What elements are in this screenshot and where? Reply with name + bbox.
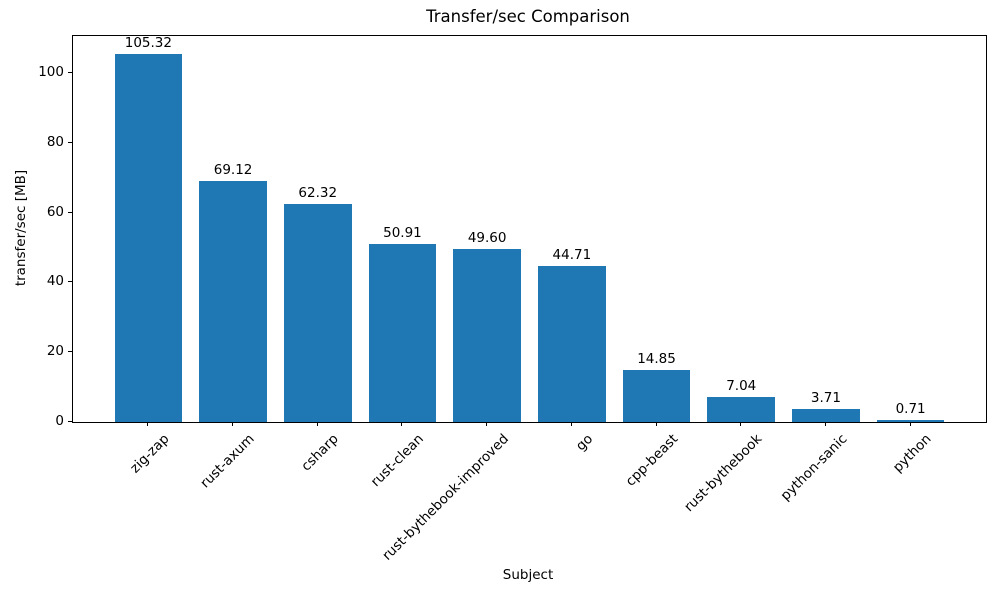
bar-rust-clean — [368, 244, 437, 422]
chart-title: Transfer/sec Comparison — [426, 7, 630, 26]
x-tick-label: rust-clean — [367, 431, 427, 491]
y-tick-label: 100 — [38, 63, 64, 80]
y-tick-label: 60 — [46, 203, 64, 220]
bar-cpp-beast — [622, 370, 691, 422]
bar-value-label: 7.04 — [726, 378, 757, 395]
x-tick-mark — [655, 422, 657, 426]
x-tick-label: go — [572, 431, 597, 455]
bar-zig-zap — [114, 54, 183, 422]
bar-python — [876, 419, 945, 422]
x-tick-mark — [909, 422, 911, 426]
x-tick-label: python — [890, 431, 935, 476]
bar-value-label: 69.12 — [213, 161, 253, 178]
bar-value-label: 0.71 — [895, 400, 926, 417]
x-tick-label: zig-zap — [127, 431, 173, 477]
bar-value-label: 50.91 — [383, 225, 422, 242]
x-tick-mark — [147, 422, 149, 426]
y-tick-label: 20 — [46, 343, 64, 360]
x-tick-mark — [570, 422, 572, 426]
x-tick-mark — [232, 422, 234, 426]
bar-csharp — [283, 204, 352, 422]
y-tick-label: 40 — [46, 273, 64, 290]
x-tick-label: cpp-beast — [622, 431, 681, 490]
bar-value-label: 105.32 — [124, 35, 172, 52]
bar-value-label: 44.71 — [552, 246, 592, 263]
bar-value-label: 62.32 — [298, 185, 338, 202]
x-tick-mark — [486, 422, 488, 426]
y-tick-label: 80 — [46, 133, 64, 150]
bar-python-sanic — [792, 409, 860, 422]
x-axis-label: Subject — [502, 567, 554, 583]
x-tick-label: python-sanic — [777, 431, 851, 504]
y-tick-mark — [68, 211, 72, 213]
bar-value-label: 14.85 — [637, 351, 676, 368]
y-axis-label: transfer/sec [MB] — [13, 169, 29, 287]
x-tick-label: rust-axum — [197, 431, 258, 492]
plot-area: 105.32 69.12 62.32 50.91 49.60 44.71 14.85 7.04… — [72, 35, 987, 423]
bar-go — [537, 265, 606, 422]
y-tick-mark — [68, 351, 72, 353]
x-tick-mark — [401, 422, 403, 426]
y-tick-mark — [68, 71, 72, 73]
bar-value-label: 3.71 — [810, 390, 841, 407]
y-tick-mark — [68, 281, 72, 283]
y-tick-mark — [68, 141, 72, 143]
x-tick-mark — [316, 422, 318, 426]
x-tick-mark — [740, 422, 742, 426]
bar-value-label: 49.60 — [467, 229, 507, 246]
bar-rust-bythebook — [707, 397, 776, 422]
bar-rust-bythebook-improved — [453, 248, 522, 422]
bar-rust-axum — [199, 180, 267, 422]
x-tick-label: csharp — [298, 431, 343, 475]
y-tick-mark — [68, 421, 72, 422]
x-tick-mark — [824, 422, 826, 426]
y-tick-label: 0 — [55, 413, 64, 429]
x-tick-label: rust-bythebook — [681, 431, 766, 516]
